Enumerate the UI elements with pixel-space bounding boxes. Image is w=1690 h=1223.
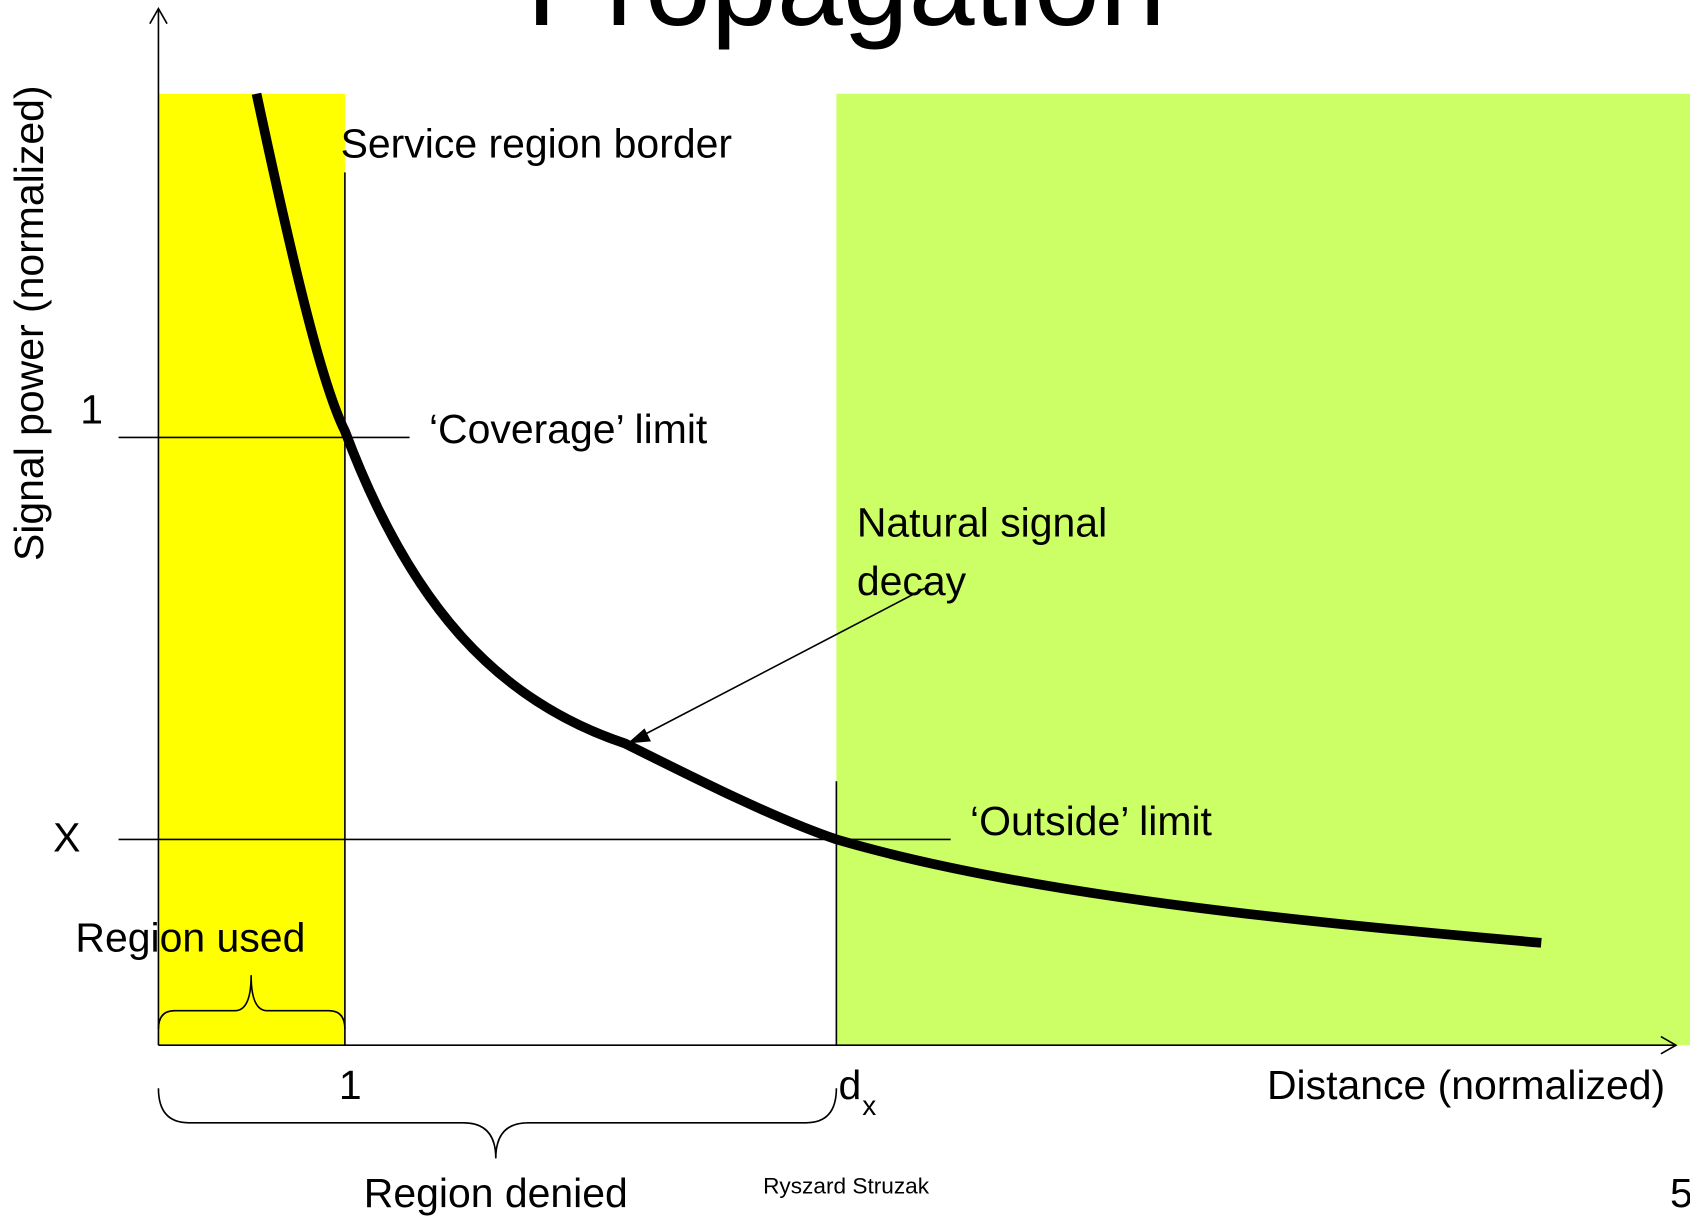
page-number: 5 [1670, 1170, 1690, 1216]
annotation: Natural signal [857, 500, 1107, 546]
region-used-brace [157, 975, 346, 1030]
y-label: 1 [80, 387, 103, 433]
outside-band [836, 93, 1690, 1046]
annotation: Region used [75, 915, 305, 961]
x-axis-label: Distance (normalized) [1267, 1062, 1665, 1108]
y-axis-label: Signal power (normalized) [6, 86, 52, 561]
region-denied-brace [157, 1088, 838, 1159]
annotation: Region denied [364, 1170, 628, 1216]
region-used-band [158, 93, 345, 1046]
y-axis-arrow [149, 6, 168, 25]
annotation: ‘Coverage’ limit [429, 406, 708, 452]
y-label: X [53, 814, 80, 860]
footer-author: Ryszard Struzak [763, 1173, 930, 1198]
decay-curve [251, 92, 1542, 948]
annotation: decay [857, 558, 967, 604]
x-label: d [839, 1062, 862, 1108]
slide-title: Propagation [526, 0, 1165, 51]
x-label: 1 [339, 1062, 362, 1108]
x-label-subscript: x [862, 1090, 876, 1121]
x-axis-arrow [1660, 1035, 1678, 1055]
decay-pointer-head [627, 728, 651, 744]
decay-pointer [626, 586, 928, 745]
annotation: Service region border [341, 120, 732, 166]
annotation: ‘Outside’ limit [970, 798, 1213, 844]
